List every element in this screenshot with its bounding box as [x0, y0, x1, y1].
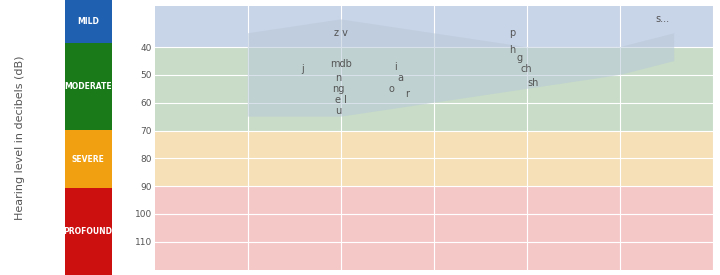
- FancyBboxPatch shape: [65, 0, 112, 43]
- Text: PROFOUND: PROFOUND: [63, 227, 112, 236]
- Text: i: i: [394, 62, 397, 72]
- Text: SEVERE: SEVERE: [72, 155, 104, 164]
- Text: z v: z v: [334, 28, 348, 38]
- Text: g: g: [517, 53, 523, 63]
- Text: r: r: [405, 89, 409, 100]
- Text: a: a: [397, 73, 403, 83]
- Text: MILD: MILD: [77, 17, 99, 26]
- Text: ng: ng: [332, 84, 344, 94]
- Bar: [155, 47, 713, 131]
- Text: sh: sh: [528, 78, 539, 88]
- Text: Hearing level in decibels (dB): Hearing level in decibels (dB): [15, 55, 25, 220]
- Text: n: n: [335, 73, 341, 83]
- Text: ch: ch: [521, 64, 533, 75]
- Bar: [155, 186, 713, 270]
- Text: p: p: [510, 28, 516, 38]
- Text: e l: e l: [335, 95, 347, 105]
- FancyBboxPatch shape: [65, 188, 112, 275]
- Bar: [155, 6, 713, 47]
- Text: h: h: [510, 45, 516, 55]
- Bar: [155, 131, 713, 186]
- FancyBboxPatch shape: [65, 43, 112, 130]
- FancyBboxPatch shape: [65, 130, 112, 188]
- Text: s...: s...: [655, 14, 670, 24]
- Polygon shape: [248, 20, 674, 117]
- Text: j: j: [301, 64, 304, 75]
- Text: MODERATE: MODERATE: [64, 82, 112, 91]
- Text: u: u: [335, 106, 341, 116]
- Text: o: o: [389, 84, 395, 94]
- Text: mdb: mdb: [330, 59, 352, 69]
